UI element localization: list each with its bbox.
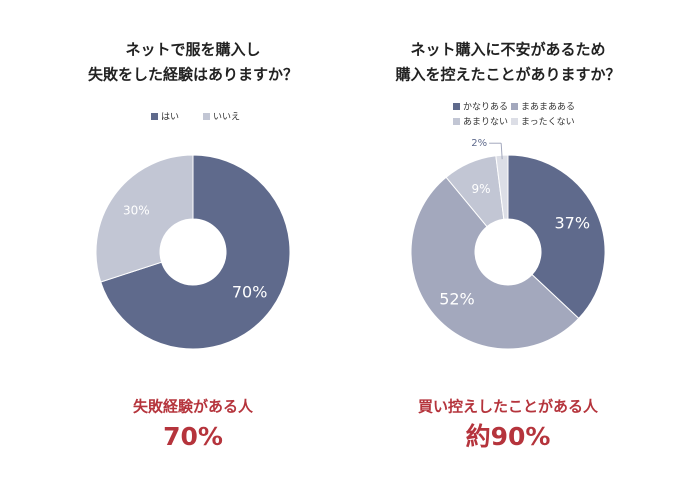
value-label: 37% [554, 214, 590, 233]
annotation-label: 買い控えしたことがある人 [418, 398, 599, 416]
legend-label: かなりある [463, 102, 508, 113]
value-label: 70% [232, 283, 268, 302]
chart-title: 失敗をした経験はありますか？ [88, 66, 298, 84]
legend-label: まあまあある [521, 102, 575, 113]
annotation-label: 失敗経験がある人 [133, 398, 254, 416]
legend-swatch [453, 103, 460, 110]
legend-swatch [511, 103, 518, 110]
donut-slice [100, 154, 291, 350]
annotation-value: 70% [163, 422, 223, 451]
annotation-value: 約90% [466, 422, 551, 451]
donut-slice [495, 154, 509, 220]
donut-slice [507, 154, 606, 320]
value-label: 52% [439, 289, 475, 308]
donut-slice [410, 176, 580, 350]
legend-swatch [203, 113, 210, 120]
legend-label: はい [161, 112, 179, 123]
value-label: 9% [471, 182, 490, 196]
legend-label: まったくない [521, 117, 575, 128]
donut-slice [95, 154, 194, 283]
legend-label: いいえ [213, 112, 240, 123]
leader-line [500, 143, 503, 160]
legend-swatch [151, 113, 158, 120]
value-label: 30% [123, 203, 150, 217]
chart-title: 購入を控えたことがありますか？ [394, 66, 620, 84]
chart-title: ネット購入に不安があるため [410, 41, 605, 59]
legend-label: あまりない [463, 117, 508, 128]
chart-title: ネットで服を購入し [125, 41, 260, 59]
legend-swatch [511, 118, 518, 125]
value-label: 2% [471, 138, 487, 149]
legend-swatch [453, 118, 460, 125]
